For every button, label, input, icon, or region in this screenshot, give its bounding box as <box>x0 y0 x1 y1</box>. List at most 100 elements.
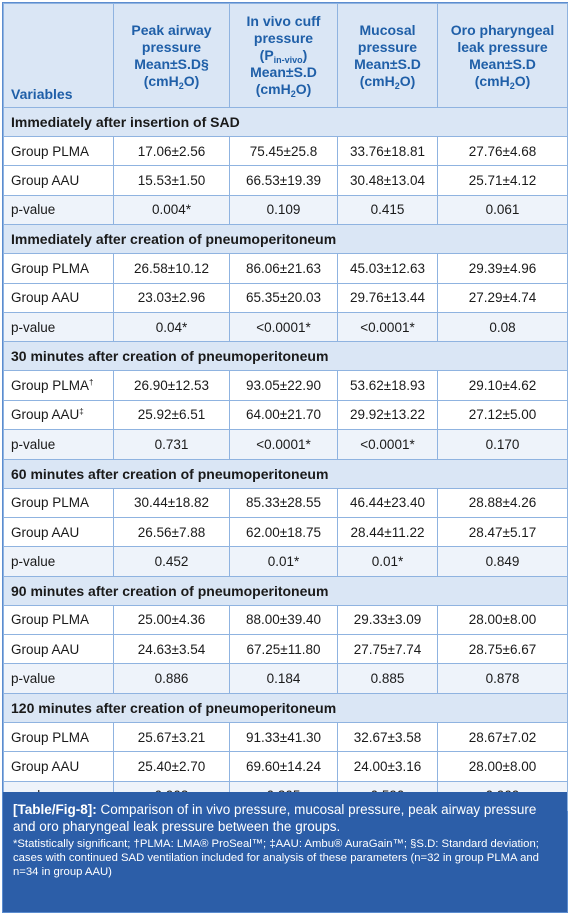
table-cell: 29.39±4.96 <box>437 253 568 284</box>
table-cell: 27.29±4.74 <box>437 282 568 313</box>
table-cell: 24.63±3.54 <box>113 634 230 665</box>
table-cell: <0.0001* <box>229 311 338 343</box>
table-row: Group PLMA 26.58±10.12 86.06±21.63 45.03±12… <box>3 253 568 284</box>
row-label: Group AAU‡ <box>3 399 114 431</box>
row-label: Group PLMA <box>3 721 114 753</box>
section-header-row: Immediately after creation of pneumoperi… <box>3 224 568 255</box>
table-cell: 26.56±7.88 <box>113 516 230 548</box>
table-body: Immediately after insertion of SAD Group … <box>3 107 568 812</box>
table-cell: 23.03±2.96 <box>113 282 230 313</box>
section-header-row: 90 minutes after creation of pneumoperit… <box>3 575 568 606</box>
footnote-mark: † <box>89 378 94 388</box>
table-row: Group PLMA† 26.90±12.53 93.05±22.90 53.62±1… <box>3 370 568 401</box>
table-cell: 0.004* <box>113 194 230 226</box>
row-label: Group AAU <box>3 282 114 313</box>
table-cell: 27.12±5.00 <box>437 399 568 431</box>
table-cell: 0.01* <box>229 546 338 577</box>
caption-text: [Table/Fig-8]: Comparison of in vivo pre… <box>13 802 537 834</box>
header-in-vivo-cuff: In vivo cuff pressure (Pin-vivo) Mean±S.… <box>229 3 338 108</box>
table-cell: <0.0001* <box>337 429 438 460</box>
table-cell: <0.0001* <box>337 311 438 343</box>
table-row: Group AAU 24.63±3.54 67.25±11.80 27.75±7.74… <box>3 634 568 665</box>
table-cell: 0.885 <box>337 663 438 694</box>
table-row: Group PLMA 25.00±4.36 88.00±39.40 29.33±3.0… <box>3 604 568 636</box>
table-cell: 27.75±7.74 <box>337 634 438 665</box>
table-cell: 25.67±3.21 <box>113 721 230 753</box>
table-cell: 62.00±18.75 <box>229 516 338 548</box>
table-cell: 69.60±14.24 <box>229 751 338 782</box>
table-cell: 25.00±4.36 <box>113 604 230 636</box>
table-cell: 29.10±4.62 <box>437 370 568 401</box>
section-header-row: Immediately after insertion of SAD <box>3 107 568 137</box>
table-row: Group PLMA 25.67±3.21 91.33±41.30 32.67±3.5… <box>3 721 568 753</box>
section-header-row: 120 minutes after creation of pneumoperi… <box>3 692 568 723</box>
figure-caption: [Table/Fig-8]: Comparison of in vivo pre… <box>3 792 567 912</box>
table-cell: 65.35±20.03 <box>229 282 338 313</box>
table-cell: 25.40±2.70 <box>113 751 230 782</box>
table-cell: 30.44±18.82 <box>113 487 230 518</box>
table-row: p-value 0.886 0.184 0.885 0.878 <box>3 663 568 694</box>
table-row: p-value 0.731 <0.0001* <0.0001* 0.170 <box>3 429 568 460</box>
table-cell: 86.06±21.63 <box>229 253 338 284</box>
section-header-row: 60 minutes after creation of pneumoperit… <box>3 458 568 489</box>
table-cell: 0.731 <box>113 429 230 460</box>
row-label: Group PLMA <box>3 487 114 518</box>
table-cell: 88.00±39.40 <box>229 604 338 636</box>
table-row: p-value 0.004* 0.109 0.415 0.061 <box>3 194 568 226</box>
row-label: p-value <box>3 546 114 577</box>
table-cell: 15.53±1.50 <box>113 165 230 196</box>
table-cell: 0.886 <box>113 663 230 694</box>
table-cell: 0.061 <box>437 194 568 226</box>
table-cell: 28.75±6.67 <box>437 634 568 665</box>
table-cell: 28.00±8.00 <box>437 751 568 782</box>
table-cell: 26.90±12.53 <box>113 370 230 401</box>
table-row: Group AAU 26.56±7.88 62.00±18.75 28.44±11.2… <box>3 516 568 548</box>
table-row: Group AAU 25.40±2.70 69.60±14.24 24.00±3.16… <box>3 751 568 782</box>
table-cell: 67.25±11.80 <box>229 634 338 665</box>
table-cell: 91.33±41.30 <box>229 721 338 753</box>
table-cell: 28.67±7.02 <box>437 721 568 753</box>
table-cell: 46.44±23.40 <box>337 487 438 518</box>
row-label: p-value <box>3 429 114 460</box>
section-title: 30 minutes after creation of pneumoperit… <box>3 341 568 372</box>
row-label: Group AAU <box>3 165 114 196</box>
row-label: Group AAU <box>3 751 114 782</box>
results-table: Variables Peak airway pressure Mean±S.D§… <box>3 3 568 812</box>
table-cell: 24.00±3.16 <box>337 751 438 782</box>
table-cell: 0.08 <box>437 311 568 343</box>
section-title: 90 minutes after creation of pneumoperit… <box>3 575 568 606</box>
table-cell: 53.62±18.93 <box>337 370 438 401</box>
section-header-row: 30 minutes after creation of pneumoperit… <box>3 341 568 372</box>
header-peak-airway: Peak airway pressure Mean±S.D§ (cmH2O) <box>113 3 230 108</box>
table-cell: 25.71±4.12 <box>437 165 568 196</box>
header-oro-pharyngeal: Oro pharyngeal leak pressure Mean±S.D (c… <box>437 3 568 108</box>
table-cell: 0.170 <box>437 429 568 460</box>
row-label: Group AAU <box>3 516 114 548</box>
table-cell: 28.88±4.26 <box>437 487 568 518</box>
table-cell: 32.67±3.58 <box>337 721 438 753</box>
table-row: Group PLMA 30.44±18.82 85.33±28.55 46.44±23… <box>3 487 568 518</box>
table-cell: 85.33±28.55 <box>229 487 338 518</box>
table-cell: 28.00±8.00 <box>437 604 568 636</box>
table-row: p-value 0.04* <0.0001* <0.0001* 0.08 <box>3 311 568 343</box>
caption-footnote: *Statistically significant; †PLMA: LMA® … <box>13 838 539 878</box>
table-cell: 75.45±25.8 <box>229 135 338 167</box>
table-cell: 33.76±18.81 <box>337 135 438 167</box>
table-cell: 30.48±13.04 <box>337 165 438 196</box>
row-label: p-value <box>3 663 114 694</box>
table-cell: <0.0001* <box>229 429 338 460</box>
row-label: Group PLMA <box>3 604 114 636</box>
table-cell: 0.01* <box>337 546 438 577</box>
section-title: Immediately after insertion of SAD <box>3 107 568 137</box>
row-label: p-value <box>3 194 114 226</box>
row-label: Group PLMA† <box>3 370 114 401</box>
table-cell: 29.76±13.44 <box>337 282 438 313</box>
header-variables: Variables <box>3 3 114 108</box>
table-row: Group AAU 23.03±2.96 65.35±20.03 29.76±13.4… <box>3 282 568 313</box>
table-row: Group PLMA 17.06±2.56 75.45±25.8 33.76±18.8… <box>3 135 568 167</box>
table-cell: 64.00±21.70 <box>229 399 338 431</box>
section-title: Immediately after creation of pneumoperi… <box>3 224 568 255</box>
table-cell: 0.878 <box>437 663 568 694</box>
table-cell: 0.849 <box>437 546 568 577</box>
